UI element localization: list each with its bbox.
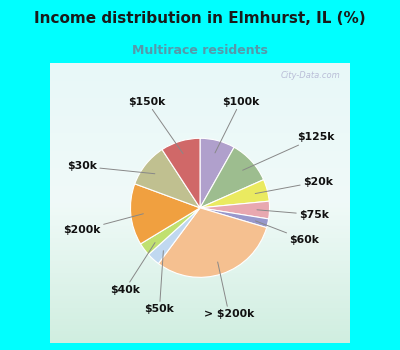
Text: Multirace residents: Multirace residents [132, 44, 268, 57]
Text: > $200k: > $200k [204, 262, 254, 319]
Text: $150k: $150k [128, 97, 183, 154]
Wedge shape [140, 208, 200, 254]
Wedge shape [200, 201, 270, 219]
Text: City-Data.com: City-Data.com [281, 71, 341, 80]
Wedge shape [162, 138, 200, 208]
Wedge shape [135, 149, 200, 208]
Text: $60k: $60k [256, 221, 319, 245]
Text: $125k: $125k [243, 132, 334, 170]
Wedge shape [158, 208, 267, 277]
Text: $20k: $20k [255, 177, 333, 194]
Text: $75k: $75k [257, 210, 329, 219]
Wedge shape [130, 184, 200, 244]
Wedge shape [148, 208, 200, 264]
Text: $200k: $200k [64, 214, 143, 235]
Wedge shape [200, 138, 234, 208]
Text: Income distribution in Elmhurst, IL (%): Income distribution in Elmhurst, IL (%) [34, 11, 366, 26]
Wedge shape [200, 147, 264, 208]
Text: $100k: $100k [215, 97, 259, 153]
Text: $50k: $50k [144, 251, 174, 314]
Text: $40k: $40k [110, 243, 155, 295]
Wedge shape [200, 208, 269, 228]
Wedge shape [200, 180, 269, 208]
Text: $30k: $30k [67, 161, 155, 174]
